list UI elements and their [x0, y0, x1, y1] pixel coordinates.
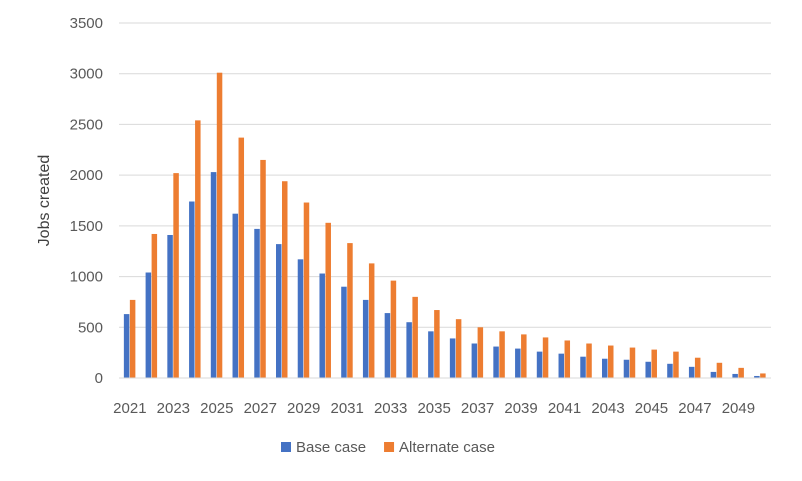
bar	[145, 272, 152, 378]
y-tick-label: 3500	[70, 15, 103, 32]
bar	[347, 243, 353, 378]
bar	[325, 222, 331, 378]
bar	[189, 201, 195, 378]
bar	[151, 233, 158, 378]
x-tick-label: 2029	[287, 400, 320, 417]
bar	[629, 347, 636, 378]
bar	[716, 362, 723, 378]
bar	[406, 322, 412, 378]
bar	[738, 367, 744, 378]
bar	[754, 375, 760, 378]
bar	[341, 286, 347, 378]
y-axis-ticks: 0 500 1000 1500 2000 2500 3000 3500	[70, 15, 103, 387]
x-tick-label: 2049	[722, 400, 755, 417]
x-tick-label: 2035	[417, 400, 450, 417]
bar	[260, 159, 266, 378]
x-tick-label: 2039	[504, 400, 537, 417]
bar	[173, 173, 179, 378]
bar	[667, 363, 673, 378]
x-tick-label: 2033	[374, 400, 407, 417]
bar	[515, 348, 521, 378]
x-tick-label: 2043	[591, 400, 624, 417]
bar	[586, 343, 592, 378]
bar	[303, 202, 310, 378]
x-tick-label: 2023	[157, 400, 190, 417]
bar	[232, 213, 239, 378]
bar	[645, 361, 651, 378]
bar	[542, 337, 549, 378]
x-tick-label: 2021	[113, 400, 146, 417]
bar	[434, 310, 440, 378]
x-tick-label: 2025	[200, 400, 233, 417]
bar	[167, 234, 173, 378]
bar	[651, 349, 657, 378]
legend: Base case Alternate case	[281, 439, 495, 456]
bar	[297, 259, 304, 378]
bar	[362, 299, 369, 378]
x-tick-label: 2047	[678, 400, 711, 417]
x-tick-label: 2045	[635, 400, 668, 417]
y-tick-label: 2500	[70, 116, 103, 133]
bar	[471, 343, 478, 378]
bar	[390, 280, 397, 378]
x-axis-ticks: 2021 2023 2025 2027 2029 2031 2033 2035 2037 2039…	[113, 400, 755, 417]
bar	[760, 373, 766, 378]
y-tick-label: 0	[95, 370, 103, 387]
bar	[602, 358, 608, 378]
gridlines	[119, 22, 771, 328]
bar	[623, 359, 630, 378]
bar	[254, 228, 260, 378]
y-tick-label: 3000	[70, 66, 103, 83]
bar	[608, 345, 614, 378]
y-tick-label: 2000	[70, 167, 103, 184]
bar	[276, 244, 282, 378]
legend-label: Base case	[296, 439, 366, 456]
bar	[123, 314, 130, 378]
bar	[477, 327, 484, 378]
bar	[521, 334, 527, 378]
x-tick-label: 2031	[331, 400, 364, 417]
y-tick-label: 1500	[70, 218, 103, 235]
bar	[732, 373, 738, 378]
legend-label: Alternate case	[399, 439, 495, 456]
x-tick-label: 2041	[548, 400, 581, 417]
y-tick-label: 1000	[70, 269, 103, 286]
bar	[673, 351, 679, 378]
bar	[238, 137, 245, 378]
bar	[195, 120, 201, 379]
bar	[564, 340, 571, 378]
bar	[499, 331, 505, 378]
bar	[449, 338, 456, 378]
bar-series	[123, 72, 766, 379]
bar	[536, 351, 543, 378]
bar	[319, 273, 325, 378]
x-tick-label: 2037	[461, 400, 494, 417]
bar	[368, 263, 375, 378]
bar	[580, 356, 586, 378]
x-tick-label: 2027	[244, 400, 277, 417]
legend-swatch	[384, 442, 395, 452]
bar	[129, 299, 136, 378]
bar	[688, 366, 695, 378]
bar	[455, 319, 462, 378]
legend-swatch	[281, 442, 291, 452]
bar	[428, 331, 434, 378]
bar	[710, 371, 717, 378]
bar	[384, 313, 391, 378]
y-axis-title: Jobs created	[36, 155, 53, 247]
bar	[210, 172, 217, 378]
bar	[493, 346, 499, 378]
bar	[282, 181, 288, 378]
y-tick-label: 500	[78, 319, 103, 336]
bar	[216, 72, 223, 378]
bar	[694, 357, 701, 378]
bar	[558, 353, 565, 378]
bar	[412, 296, 418, 378]
